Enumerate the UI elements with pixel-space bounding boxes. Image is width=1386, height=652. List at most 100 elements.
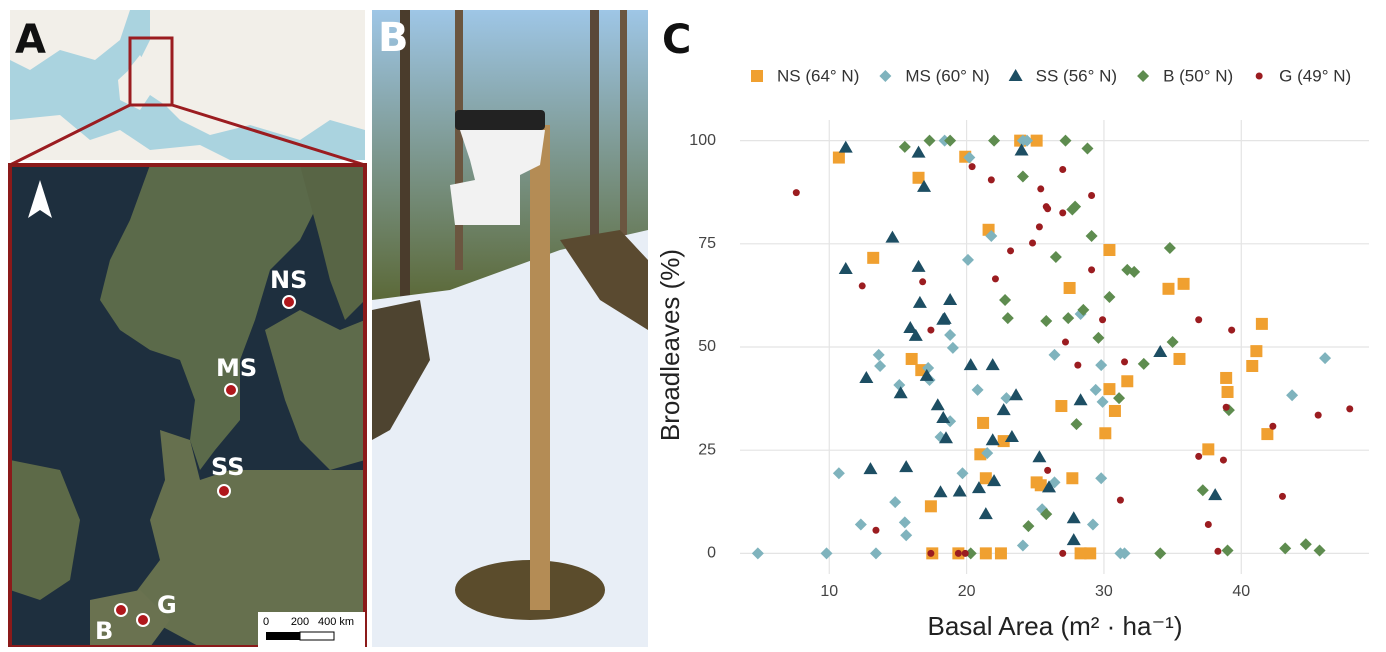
data-point	[1220, 371, 1233, 384]
data-point	[832, 467, 845, 480]
data-point	[792, 189, 800, 197]
data-point	[939, 431, 954, 444]
data-point	[1030, 134, 1043, 147]
photo: B	[372, 10, 648, 647]
data-point	[1037, 185, 1045, 193]
data-point	[1121, 375, 1134, 388]
data-point	[1319, 352, 1332, 365]
data-point	[1077, 303, 1090, 316]
legend-marker	[1137, 70, 1150, 82]
data-point	[1202, 443, 1215, 456]
data-point	[1040, 314, 1053, 327]
data-point	[1116, 496, 1124, 504]
data-point	[1066, 203, 1079, 216]
data-point	[1099, 427, 1112, 440]
y-axis-title: Broadleaves (%)	[655, 249, 685, 441]
site-label: G	[157, 591, 177, 619]
data-point	[905, 352, 918, 365]
data-point	[1048, 348, 1061, 361]
data-point	[1228, 326, 1236, 334]
data-point	[1055, 400, 1068, 413]
data-point	[1085, 229, 1098, 242]
data-point	[1074, 361, 1082, 369]
x-axis-title: Basal Area (m² · ha⁻¹)	[927, 611, 1182, 641]
y-tick-label: 100	[689, 132, 716, 149]
data-point	[1222, 403, 1230, 411]
data-point	[1269, 422, 1277, 430]
data-point	[1063, 281, 1076, 294]
data-point	[979, 472, 992, 485]
data-point	[1221, 385, 1234, 398]
data-point	[1088, 266, 1096, 274]
y-tick-label: 0	[707, 545, 716, 562]
data-point	[933, 485, 948, 498]
data-point	[1314, 411, 1322, 419]
data-point	[1121, 358, 1129, 366]
data-point	[994, 547, 1007, 560]
data-point	[971, 383, 984, 396]
data-point	[908, 328, 923, 341]
data-point	[1313, 544, 1326, 557]
data-point	[898, 140, 911, 153]
data-point	[872, 526, 880, 534]
data-point	[964, 547, 977, 560]
satellite-map: NS MS SS B G 0 200 400 km	[8, 163, 367, 649]
data-point	[903, 321, 918, 334]
scatter-plot: Broadleaves (%) Basal Area (m² · ha⁻¹) 0…	[655, 66, 1369, 641]
data-point	[751, 547, 764, 560]
data-point	[1044, 466, 1052, 474]
data-point	[832, 151, 845, 164]
legend-marker	[1255, 72, 1263, 80]
panel-label: A	[15, 17, 46, 63]
data-point	[1095, 359, 1108, 372]
data-point	[1021, 134, 1034, 147]
data-point	[911, 259, 926, 272]
data-point	[1059, 166, 1067, 174]
data-point	[898, 516, 911, 529]
data-point	[1196, 484, 1209, 497]
data-point	[968, 163, 976, 171]
data-point	[1009, 388, 1024, 401]
data-point	[1044, 205, 1052, 213]
site-label: MS	[216, 354, 257, 382]
data-point	[1250, 345, 1263, 358]
data-point	[977, 416, 990, 429]
data-point	[1103, 244, 1116, 257]
data-point	[1103, 291, 1116, 304]
data-point	[1204, 520, 1212, 528]
world-map	[9, 10, 366, 167]
data-point	[1255, 317, 1268, 330]
data-point	[924, 500, 937, 513]
data-point	[1089, 383, 1102, 396]
data-point	[996, 403, 1011, 416]
data-point	[893, 378, 906, 391]
data-point	[1034, 479, 1047, 492]
data-point	[954, 549, 962, 557]
data-point	[1081, 142, 1094, 155]
data-point	[1042, 480, 1057, 493]
legend-label: MS (60° N)	[905, 66, 989, 85]
data-point	[971, 481, 986, 494]
data-point	[952, 484, 967, 497]
data-point	[943, 292, 958, 305]
data-point	[1162, 282, 1175, 295]
data-point	[919, 368, 934, 381]
data-point	[1001, 312, 1014, 325]
data-point	[1016, 539, 1029, 552]
data-point	[1154, 547, 1167, 560]
data-point	[911, 145, 926, 158]
data-point	[917, 179, 932, 192]
data-point	[1022, 520, 1035, 533]
data-point	[946, 341, 959, 354]
legend-label: NS (64° N)	[777, 66, 859, 85]
data-point	[1279, 542, 1292, 555]
data-point	[987, 474, 1002, 487]
data-point	[927, 326, 935, 334]
y-tick-label: 25	[698, 441, 716, 458]
data-point	[1214, 547, 1222, 555]
site-label: NS	[270, 266, 307, 294]
data-point	[874, 359, 887, 372]
data-point	[893, 386, 908, 399]
data-point	[936, 410, 951, 423]
